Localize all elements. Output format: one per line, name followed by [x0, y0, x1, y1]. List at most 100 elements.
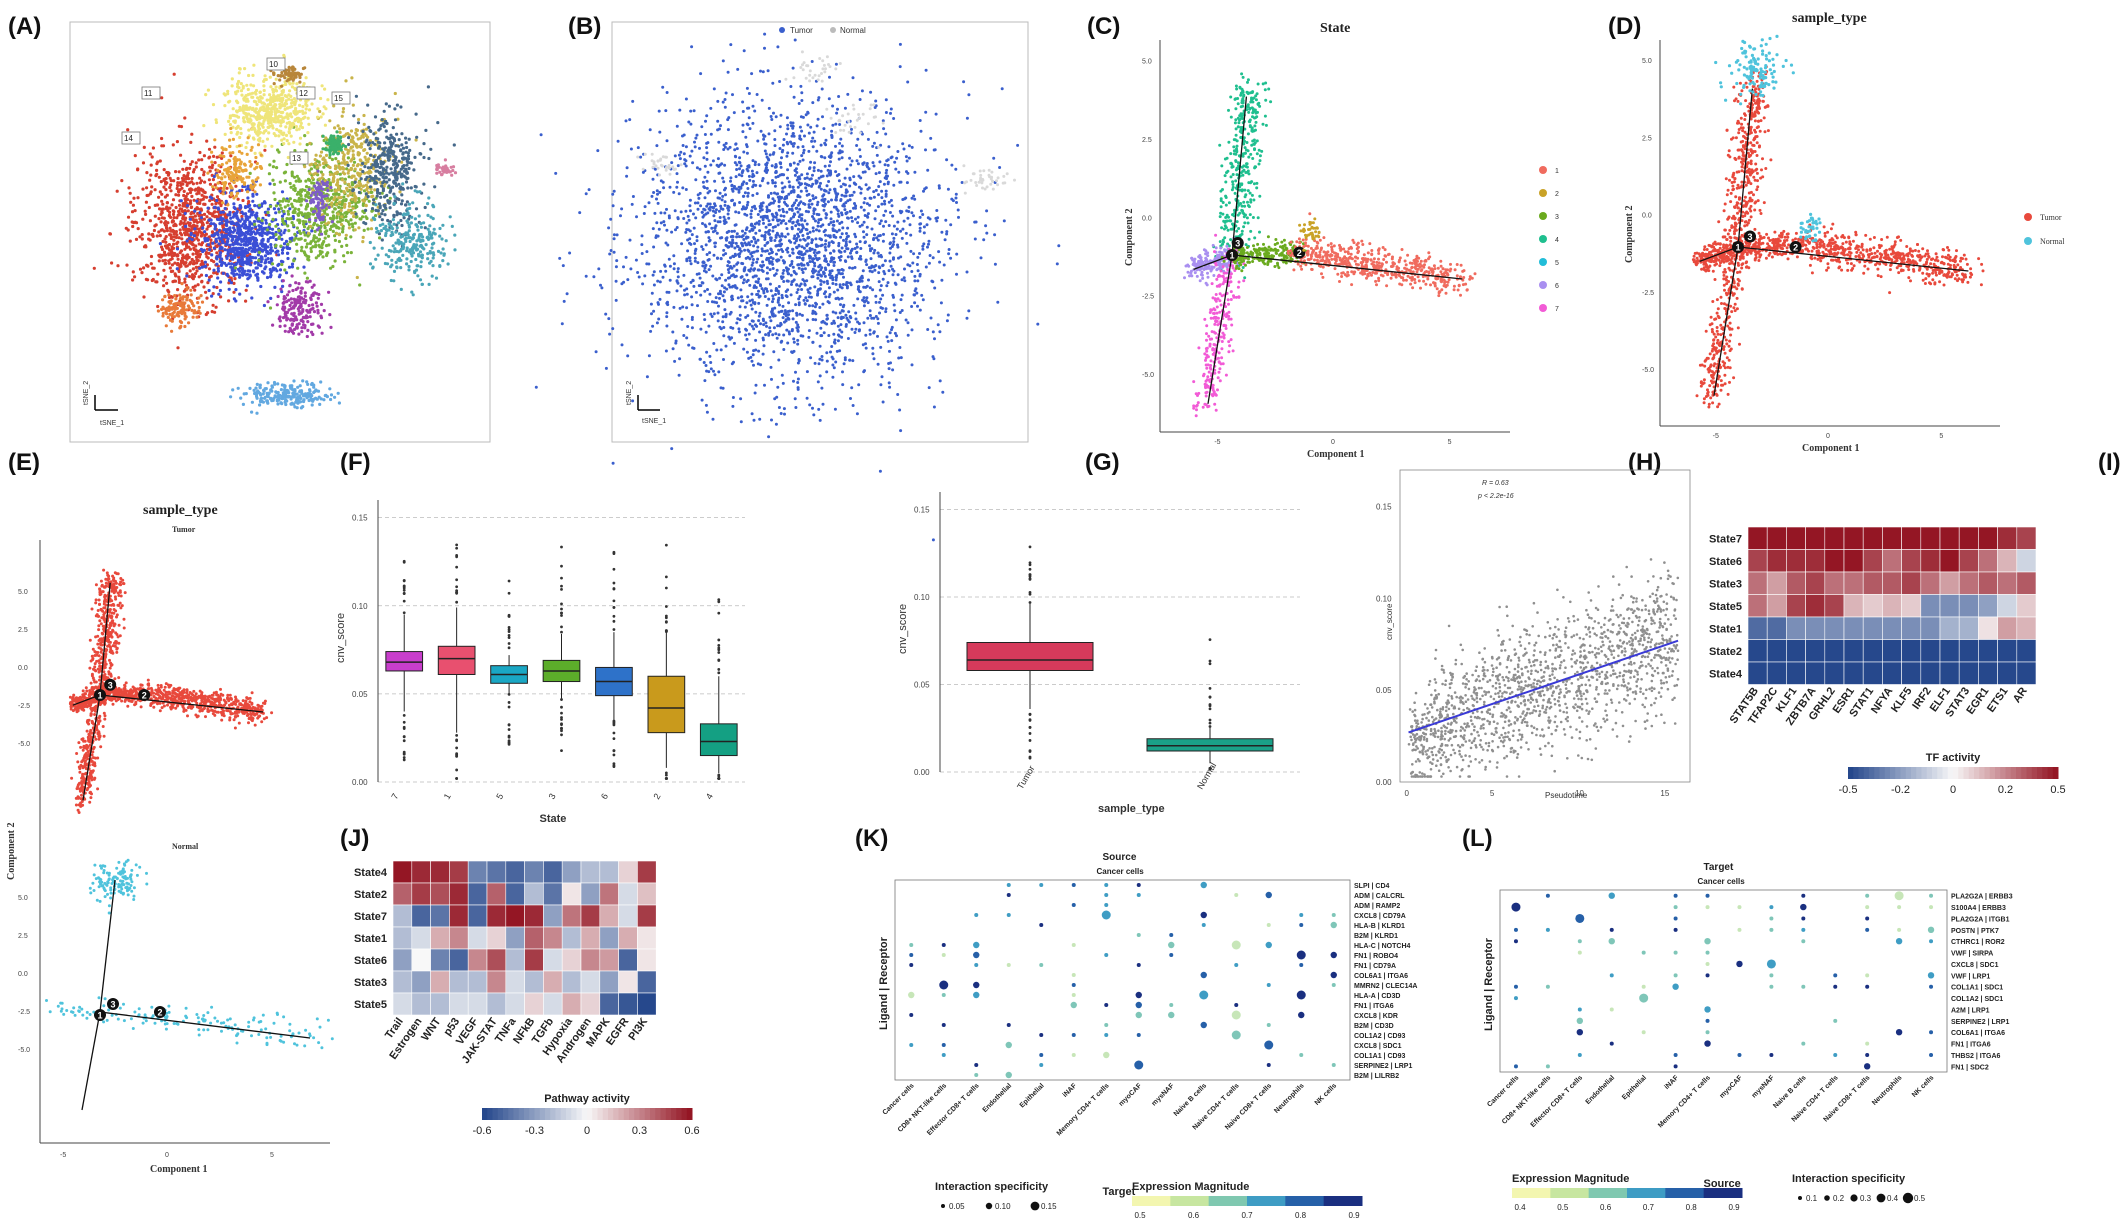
cell-point: [366, 227, 370, 231]
cell-point-tumor: [887, 381, 891, 385]
cell-point: [357, 190, 361, 195]
cell-point: [189, 188, 193, 192]
cell-point: [404, 180, 409, 184]
cell-point: [232, 242, 236, 246]
cell-point: [319, 302, 324, 306]
cell-point-tumor: [900, 293, 904, 297]
cell-point: [287, 130, 291, 134]
cell-point: [212, 271, 216, 275]
cell-point: [335, 216, 339, 220]
cell-point: [404, 203, 408, 207]
cell-point: [233, 255, 237, 259]
cell-point: [221, 223, 225, 228]
cell-point-tumor: [864, 333, 868, 337]
cell-point: [405, 219, 409, 223]
cell-point: [391, 163, 396, 167]
cell-point: [272, 132, 276, 136]
cell-point: [283, 104, 287, 108]
cell-point: [303, 294, 307, 298]
cell-point: [190, 176, 194, 181]
cell-point: [393, 91, 397, 96]
cell-point: [283, 329, 287, 333]
cell-point: [227, 278, 232, 282]
cell-point: [237, 165, 242, 169]
cell-point: [203, 260, 207, 264]
cell-point: [215, 195, 220, 199]
cell-point: [199, 216, 204, 220]
cell-point: [223, 248, 227, 252]
cell-point: [289, 185, 293, 189]
cell-point: [308, 315, 312, 319]
cell-point: [308, 388, 312, 392]
cell-point: [351, 103, 355, 107]
cell-point: [246, 196, 250, 200]
cell-point: [197, 227, 201, 231]
cell-point: [287, 265, 292, 269]
cell-point: [208, 248, 212, 252]
cell-point-tumor: [854, 217, 857, 221]
cell-point: [236, 386, 240, 390]
cell-point: [441, 165, 445, 169]
cell-point: [295, 192, 299, 196]
cell-point: [207, 288, 211, 293]
cell-point: [257, 113, 261, 117]
cell-point: [200, 193, 204, 197]
cell-point: [314, 301, 318, 305]
cell-point: [275, 109, 279, 113]
cell-point: [169, 215, 173, 219]
cell-point: [222, 186, 226, 190]
cell-point-tumor: [843, 106, 847, 110]
cell-point-tumor: [709, 106, 713, 110]
cell-point: [286, 72, 291, 76]
cell-point: [157, 259, 161, 263]
cell-point: [217, 218, 222, 222]
cell-point: [246, 190, 250, 194]
cell-point: [153, 188, 157, 192]
cell-point-tumor: [757, 349, 761, 353]
cell-point: [354, 94, 358, 98]
cell-point-tumor: [831, 123, 835, 127]
cell-point: [296, 218, 300, 222]
cell-point: [177, 236, 181, 240]
cell-point: [227, 232, 231, 236]
cell-point: [210, 150, 214, 154]
cell-point: [255, 266, 259, 270]
cell-point: [210, 202, 214, 206]
cell-point: [266, 237, 270, 241]
cell-point: [151, 146, 155, 150]
cell-point: [394, 184, 399, 188]
cell-point: [323, 236, 327, 240]
cell-point: [167, 259, 171, 263]
cell-point: [172, 246, 176, 250]
cell-point: [383, 141, 387, 145]
cell-point: [247, 246, 251, 251]
cell-point: [390, 258, 394, 262]
cell-point: [174, 297, 178, 301]
cell-point: [257, 228, 261, 232]
cell-point: [429, 147, 433, 151]
cell-point: [226, 253, 230, 257]
cell-point: [214, 237, 218, 241]
cell-point-tumor: [746, 187, 750, 190]
cell-point: [280, 214, 285, 218]
cell-point: [292, 305, 296, 309]
cell-point: [266, 125, 270, 129]
cell-point: [157, 175, 161, 179]
cell-point: [219, 280, 223, 284]
cell-point: [179, 153, 183, 157]
cell-point: [260, 202, 264, 206]
cell-point: [168, 266, 172, 270]
cell-point: [278, 315, 282, 319]
cell-point: [384, 224, 388, 228]
cell-point: [138, 267, 143, 271]
axis-label-y: tSNE_2: [83, 381, 90, 405]
cell-point: [290, 74, 294, 78]
cell-point: [384, 176, 388, 180]
cell-point: [235, 168, 239, 173]
cell-point: [187, 274, 191, 279]
cell-point-tumor: [717, 209, 721, 213]
cell-point: [318, 402, 322, 406]
cell-point: [129, 200, 133, 204]
cell-point: [412, 168, 416, 172]
